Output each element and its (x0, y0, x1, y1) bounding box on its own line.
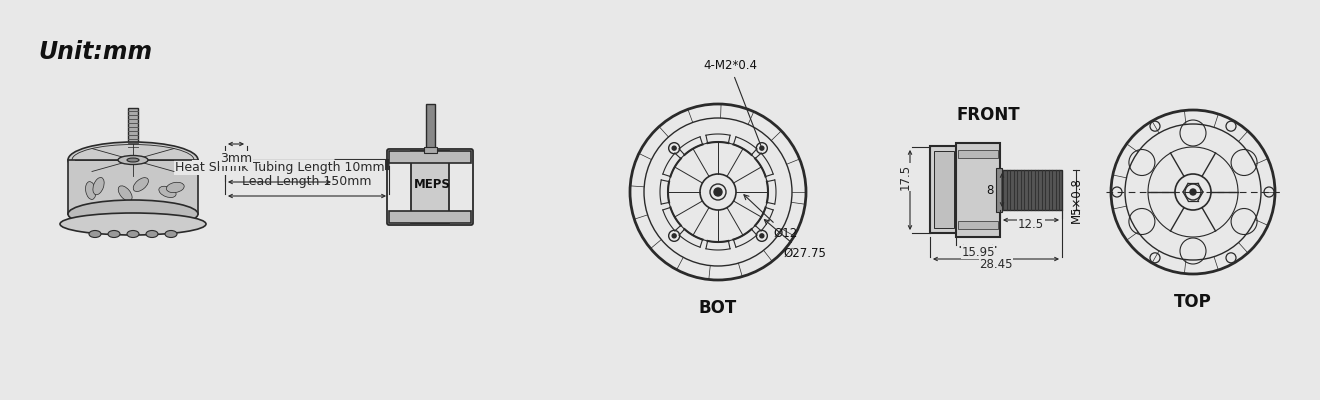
Text: MEPS: MEPS (413, 178, 450, 190)
Circle shape (1226, 253, 1236, 263)
Text: Ø12: Ø12 (744, 195, 797, 240)
Text: Unit:mm: Unit:mm (38, 40, 152, 64)
Circle shape (714, 188, 722, 196)
Bar (389, 151, 471, 163)
Ellipse shape (117, 156, 148, 164)
Circle shape (1150, 121, 1160, 131)
Ellipse shape (69, 200, 198, 228)
Circle shape (756, 143, 767, 154)
Text: Heat Shrink Tubing Length 10mm: Heat Shrink Tubing Length 10mm (174, 161, 384, 174)
Text: 3mm: 3mm (220, 152, 252, 165)
Bar (956, 143, 1001, 237)
Bar (426, 104, 436, 149)
Ellipse shape (127, 158, 139, 162)
Circle shape (1150, 253, 1160, 263)
Ellipse shape (86, 182, 96, 200)
Text: 12.5: 12.5 (1018, 218, 1044, 232)
Circle shape (1111, 187, 1122, 197)
Bar (997, 168, 1002, 212)
Bar (389, 211, 471, 223)
Bar (424, 147, 437, 153)
Bar (125, 148, 140, 154)
Ellipse shape (165, 230, 177, 238)
Circle shape (1265, 187, 1274, 197)
Ellipse shape (69, 142, 198, 178)
Circle shape (669, 230, 680, 241)
Circle shape (756, 230, 767, 241)
Text: M5×0.8: M5×0.8 (1069, 177, 1082, 223)
Bar (411, 151, 449, 223)
Bar (128, 108, 139, 150)
Circle shape (1191, 189, 1196, 195)
Ellipse shape (166, 182, 185, 193)
Circle shape (760, 234, 764, 238)
Text: 8: 8 (986, 184, 994, 196)
Bar (935, 151, 954, 228)
Ellipse shape (119, 186, 132, 201)
Bar (1001, 170, 1063, 210)
Ellipse shape (158, 186, 176, 198)
Ellipse shape (92, 178, 104, 195)
Text: 4-M2*0.4: 4-M2*0.4 (704, 59, 760, 146)
Text: Ø27.75: Ø27.75 (764, 220, 826, 260)
Text: 15.95: 15.95 (961, 246, 995, 258)
Circle shape (669, 143, 680, 154)
Ellipse shape (133, 178, 148, 192)
Bar (958, 221, 998, 229)
Circle shape (672, 234, 676, 238)
Ellipse shape (59, 213, 206, 235)
Bar (69, 160, 198, 214)
Circle shape (672, 146, 676, 150)
Ellipse shape (127, 230, 139, 238)
Text: FRONT: FRONT (956, 106, 1020, 124)
Text: 28.45: 28.45 (979, 258, 1012, 270)
Bar (931, 146, 958, 233)
Text: 17.5: 17.5 (899, 164, 912, 190)
Ellipse shape (147, 230, 158, 238)
Bar (958, 150, 998, 158)
Circle shape (760, 146, 764, 150)
Text: BOT: BOT (698, 299, 737, 317)
Ellipse shape (88, 230, 102, 238)
Text: TOP: TOP (1173, 293, 1212, 311)
Text: Lead Length 150mm: Lead Length 150mm (243, 175, 372, 188)
Circle shape (1226, 121, 1236, 131)
Ellipse shape (108, 230, 120, 238)
